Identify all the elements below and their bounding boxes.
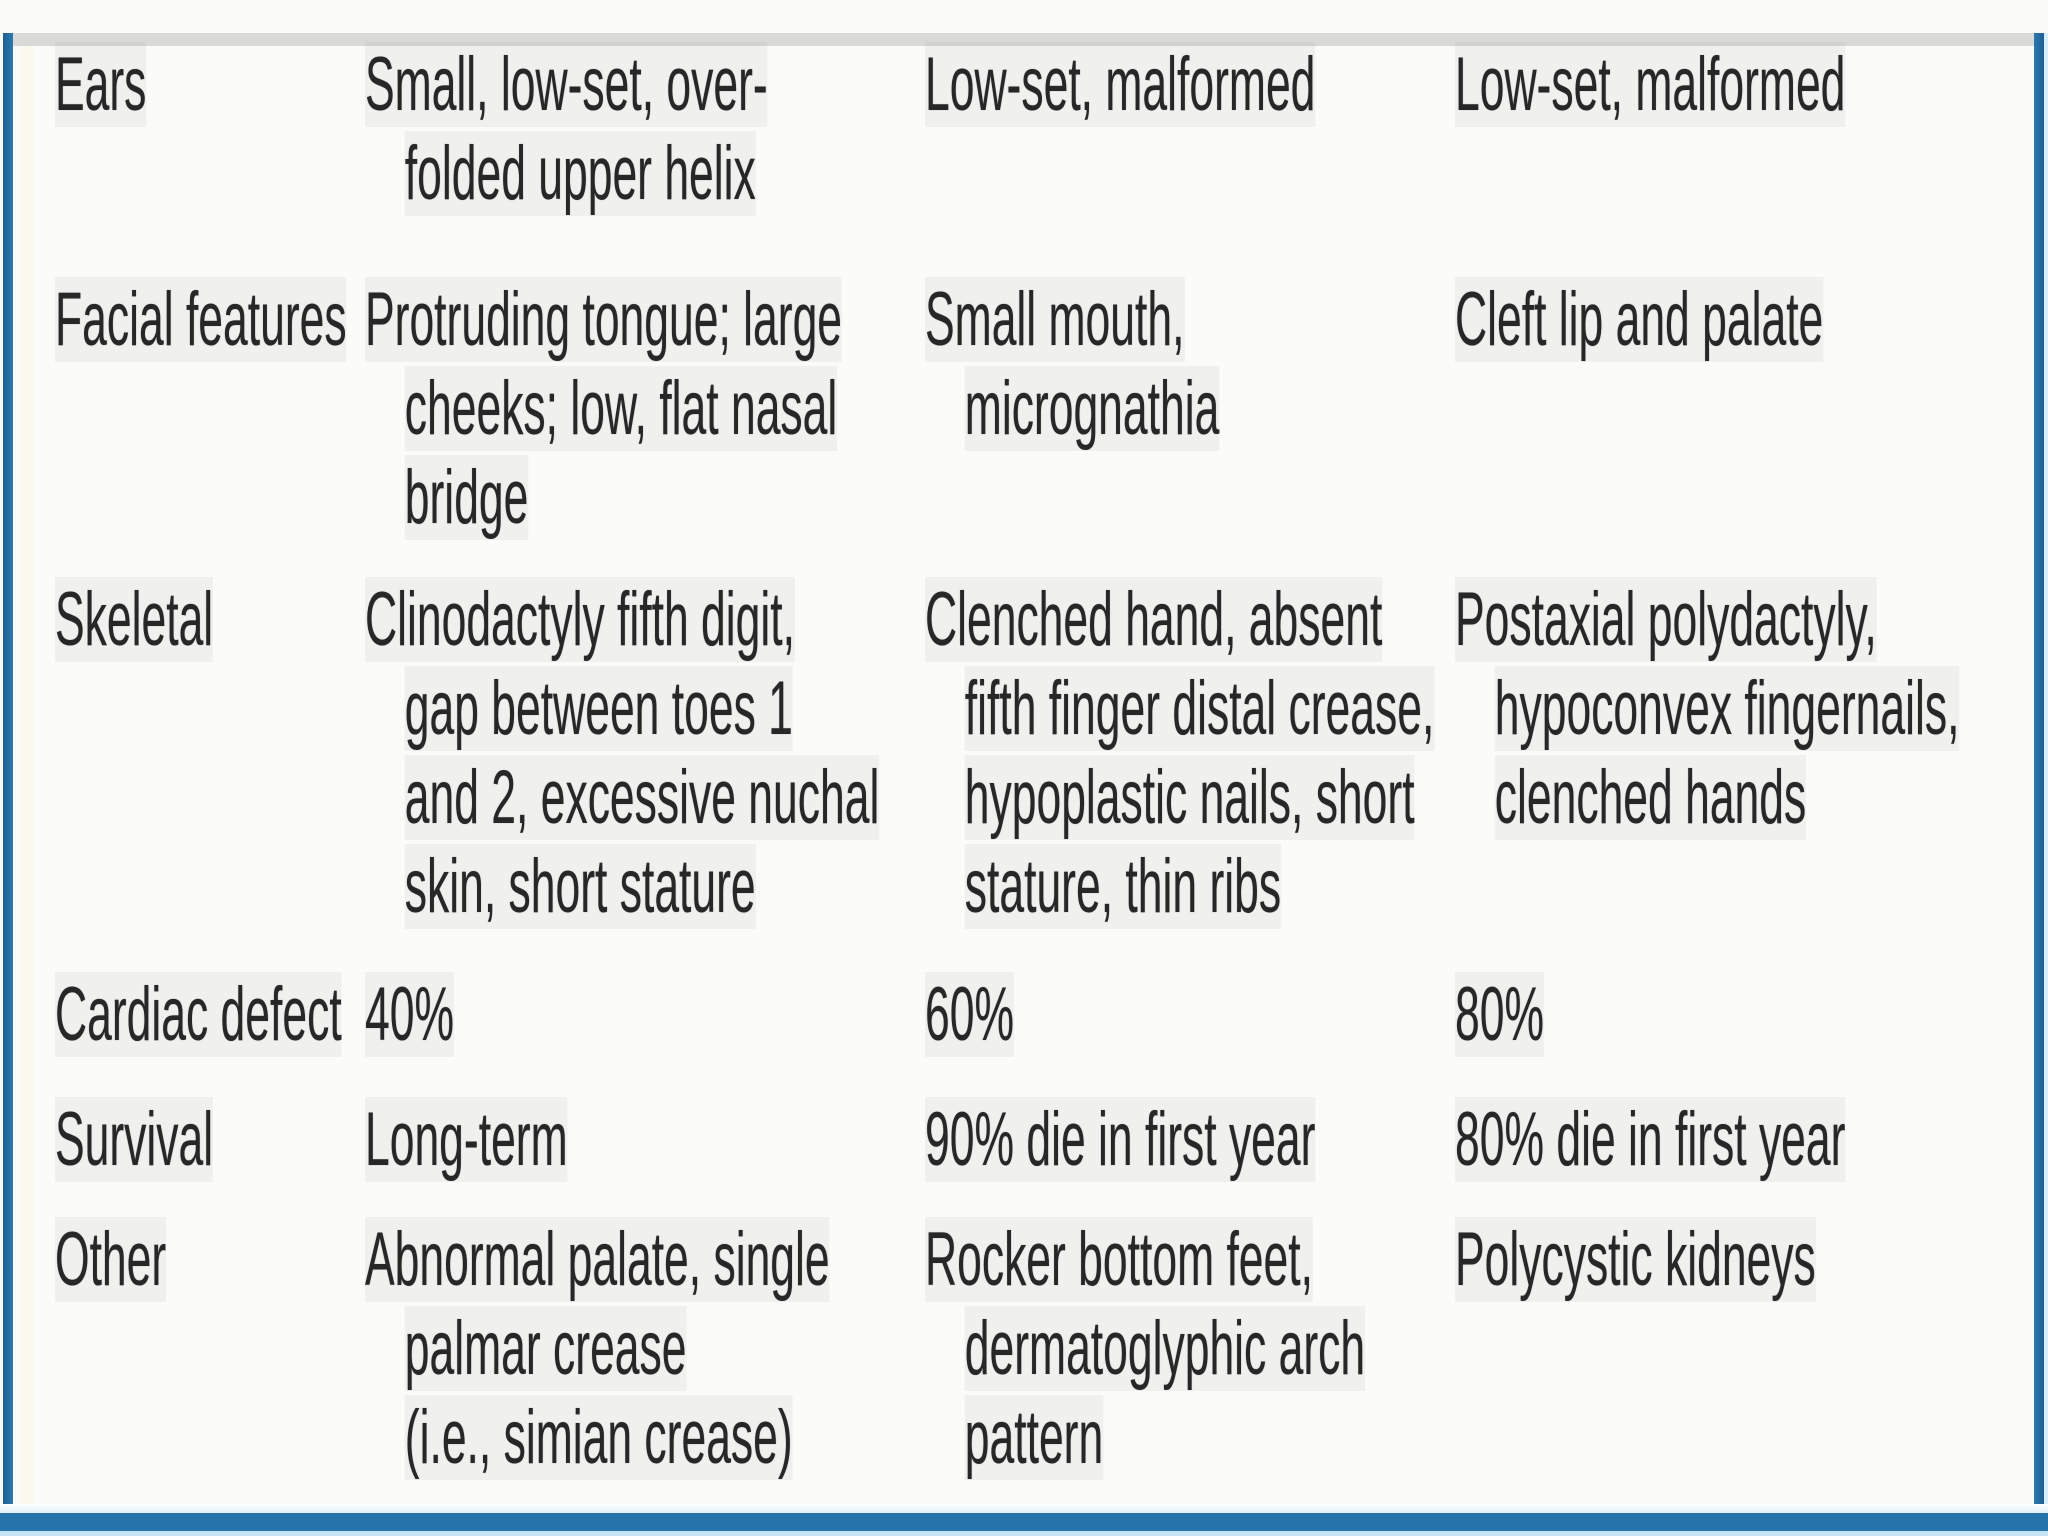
table-cell: 80% [1455,972,1544,1057]
top-gray-strip [6,33,2043,46]
table-cell: Clenched hand, absent fifth finger dista… [925,577,1435,929]
table-cell: Rocker bottom feet, dermatoglyphic arch … [925,1217,1366,1480]
table-row-ears: Ears Small, low-set, over- folded upper … [55,40,2011,218]
row-label: Ears [55,42,147,127]
row-label: Facial features [55,277,347,362]
table-row-cardiac-defect: Cardiac defect 40% 60% 80% [55,970,2011,1059]
table-cell: Protruding tongue; large cheeks; low, fl… [365,277,843,540]
table-right-border-glow [2044,33,2048,1515]
table-cell: 40% [365,972,454,1057]
table-row-other: Other Abnormal palate, single palmar cre… [55,1215,2011,1482]
table-cell: Small, low-set, over- folded upper helix [365,42,768,216]
table-cell: Clinodactyly fifth digit, gap between to… [365,577,880,929]
table-cell: Polycystic kidneys [1455,1217,1816,1302]
table-cell: 90% die in first year [925,1097,1316,1182]
table-cell: 60% [925,972,1014,1057]
table-cell: 80% die in first year [1455,1097,1846,1182]
table-cell: Low-set, malformed [925,42,1316,127]
table-left-border [3,33,13,1515]
bottom-bar-fade [0,1504,2048,1513]
table-row-survival: Survival Long-term 90% die in first year… [55,1095,2011,1184]
scan-artifact-stripe [20,46,33,1504]
table-cell: Low-set, malformed [1455,42,1846,127]
row-label: Other [55,1217,167,1302]
bottom-bar-underline [0,1531,2048,1536]
table-row-facial-features: Facial features Protruding tongue; large… [55,275,2011,542]
table-cell: Abnormal palate, single palmar crease (i… [365,1217,830,1480]
table-cell: Long-term [365,1097,568,1182]
table-row-skeletal: Skeletal Clinodactyly fifth digit, gap b… [55,575,2011,931]
table-cell: Cleft lip and palate [1455,277,1824,362]
table-cell: Small mouth, micrognathia [925,277,1220,451]
row-label: Skeletal [55,577,214,662]
row-label: Cardiac defect [55,972,342,1057]
row-label: Survival [55,1097,214,1182]
trisomy-comparison-table: Ears Small, low-set, over- folded upper … [17,40,2011,1513]
table-right-border [2034,33,2044,1515]
table-cell: Postaxial polydactyly, hypoconvex finger… [1455,577,1960,840]
table-bottom-bar [0,1513,2048,1531]
